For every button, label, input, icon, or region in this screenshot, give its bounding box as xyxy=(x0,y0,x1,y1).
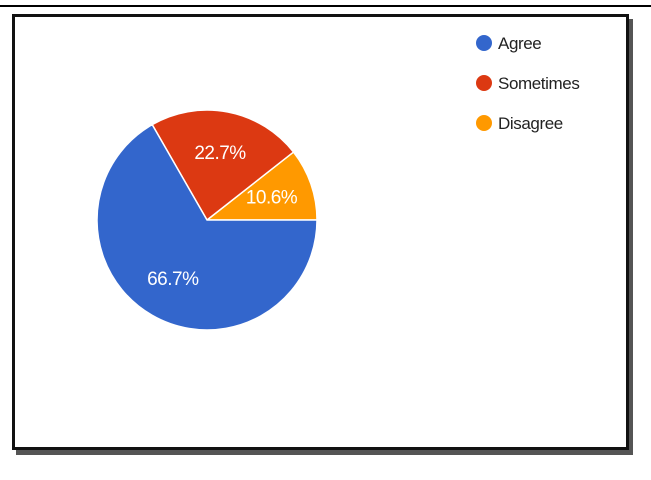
slice-label-disagree: 10.6% xyxy=(246,188,298,209)
slice-label-agree: 66.7% xyxy=(147,269,199,290)
legend-swatch-agree xyxy=(476,35,492,51)
pie-slice-agree xyxy=(96,123,318,331)
legend: Agree Sometimes Disagree xyxy=(476,34,580,133)
legend-swatch-disagree xyxy=(476,115,492,131)
pie-slice-labels: 10.6% 22.7% 66.7% xyxy=(147,143,298,290)
top-rule xyxy=(0,5,651,7)
pie-slice-sometimes xyxy=(151,109,295,222)
pie-slice-disagree xyxy=(204,150,318,221)
legend-label-sometimes: Sometimes xyxy=(498,74,579,93)
legend-label-disagree: Disagree xyxy=(498,114,563,133)
legend-swatch-sometimes xyxy=(476,75,492,91)
legend-label-agree: Agree xyxy=(498,34,541,53)
slice-label-sometimes: 22.7% xyxy=(194,143,246,164)
pie-slices xyxy=(96,109,318,331)
